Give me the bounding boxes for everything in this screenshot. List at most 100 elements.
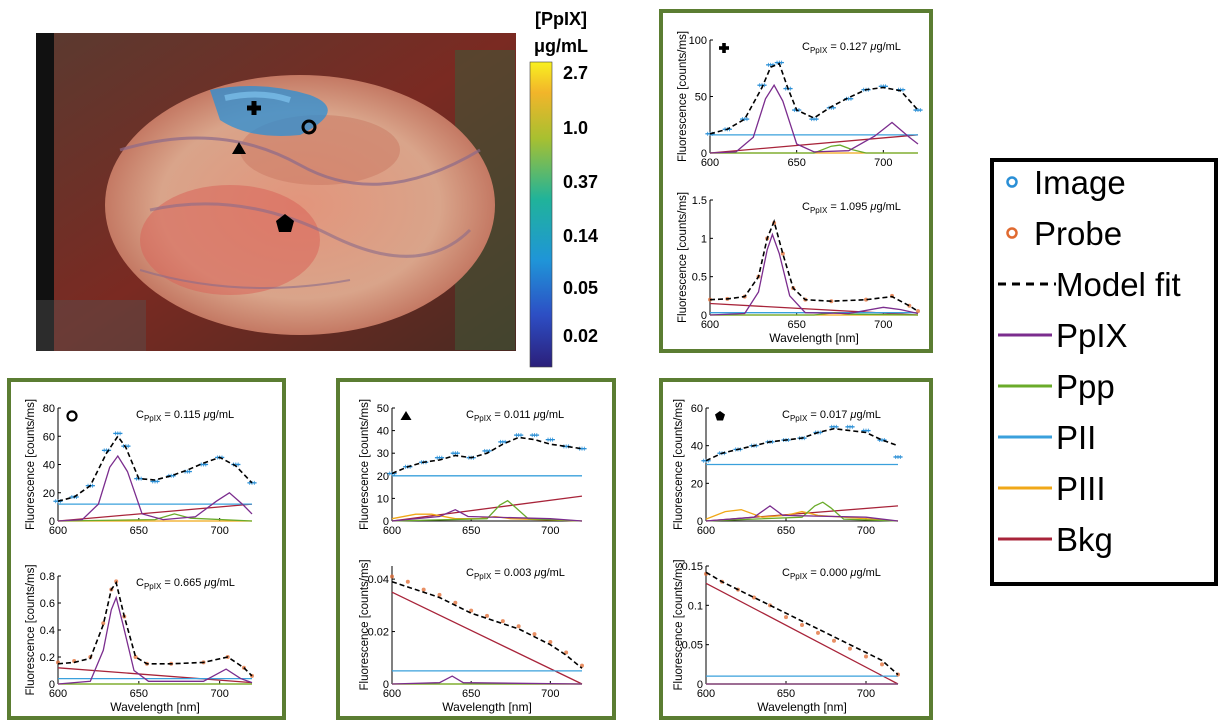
x-tick-label: 650 bbox=[787, 319, 805, 331]
probe-data-point bbox=[816, 630, 820, 635]
y-tick-label: 0 bbox=[697, 679, 703, 691]
probe-data-point bbox=[390, 574, 394, 579]
y-tick-label: 0.6 bbox=[40, 598, 55, 610]
probe-data-point bbox=[500, 619, 505, 624]
probe-data-point bbox=[564, 650, 569, 655]
y-tick-label: 0.04 bbox=[368, 574, 389, 586]
model-fit-line bbox=[57, 434, 253, 502]
component-line-ppix bbox=[57, 595, 253, 685]
x-tick-label: 700 bbox=[541, 525, 559, 537]
y-tick-label: 0 bbox=[701, 310, 707, 322]
component-line-bkg bbox=[391, 591, 583, 685]
y-tick-label: 0 bbox=[383, 679, 389, 691]
concentration-annotation: CPpIX = 0.003 μg/mL bbox=[466, 567, 565, 581]
panel-marker-circle-icon bbox=[66, 410, 78, 422]
y-tick-label: 10 bbox=[377, 493, 389, 505]
legend-label: Bkg bbox=[1056, 521, 1113, 558]
concentration-annotation: CPpIX = 0.011 μg/mL bbox=[466, 409, 564, 423]
x-tick-label: 700 bbox=[857, 688, 875, 700]
legend-marker-icon bbox=[1006, 227, 1018, 239]
colorbar-gradient bbox=[529, 61, 553, 368]
component-line-ppix bbox=[709, 232, 919, 316]
colorbar-tick: 2.7 bbox=[563, 63, 588, 83]
colorbar-title-line1: [PpIX] bbox=[535, 9, 587, 29]
y-tick-label: 0 bbox=[383, 516, 389, 528]
model-fit-line bbox=[709, 219, 919, 312]
probe-data-point bbox=[832, 638, 836, 643]
legend-frame bbox=[990, 158, 1218, 586]
y-tick-label: 0.15 bbox=[682, 561, 703, 573]
y-tick-label: 0.05 bbox=[682, 640, 703, 652]
subplot-circle-probe: 0 0.2 0.4 0.6 0.8 600 650 700 Fluorescence [coun… bbox=[25, 564, 254, 714]
marker-triangle-icon bbox=[232, 142, 246, 154]
legend-item-probe: Probe bbox=[1006, 215, 1122, 252]
x-tick-label: 700 bbox=[874, 157, 892, 169]
y-tick-label: 20 bbox=[691, 478, 703, 490]
panel-frame-pentagon bbox=[659, 378, 933, 720]
legend-item-bkg: Bkg bbox=[998, 521, 1113, 558]
x-tick-label: 600 bbox=[383, 688, 401, 700]
probe-data-point bbox=[101, 621, 106, 626]
x-tick-label: 650 bbox=[777, 688, 795, 700]
y-tick-label: 30 bbox=[377, 448, 389, 460]
model-fit-line bbox=[391, 580, 583, 669]
colorbar-tick: 0.05 bbox=[563, 278, 598, 298]
component-line-ppix bbox=[57, 454, 253, 522]
concentration-annotation: CPpIX = 0.115 μg/mL bbox=[136, 409, 234, 423]
legend-label: PIII bbox=[1056, 470, 1106, 507]
subplot-triangle-image: 0 10 20 30 40 50 600 650 700 Fluorescence [counts… bbox=[359, 399, 587, 537]
concentration-value: 0.000 bbox=[820, 567, 848, 579]
concentration-value: 0.011 bbox=[504, 409, 531, 421]
component-line-ppix bbox=[391, 508, 583, 522]
y-tick-label: 0.4 bbox=[40, 625, 55, 637]
concentration-value: 1.095 bbox=[840, 201, 868, 213]
x-tick-label: 600 bbox=[49, 525, 67, 537]
y-tick-label: 0 bbox=[701, 148, 707, 160]
probe-data-point bbox=[864, 297, 868, 302]
x-tick-label: 700 bbox=[541, 688, 559, 700]
y-axis-label: Fluorescence [counts/ms] bbox=[677, 31, 689, 162]
y-tick-label: 20 bbox=[377, 471, 389, 483]
marker-plus-icon bbox=[247, 101, 261, 115]
y-axis-label: Fluorescence [counts/ms] bbox=[673, 399, 685, 530]
legend-item-pii: PII bbox=[998, 419, 1096, 456]
panel-marker-plus-icon bbox=[722, 43, 726, 53]
probe-data-point bbox=[421, 587, 426, 592]
concentration-annotation: CPpIX = 0.017 μg/mL bbox=[782, 409, 881, 423]
legend-item-piii: PIII bbox=[998, 470, 1106, 507]
colorbar: [PpIX] μg/mL 2.7 1.0 0.37 0.14 0.05 0.02 bbox=[529, 9, 598, 368]
concentration-annotation: CPpIX = 0.000 μg/mL bbox=[782, 567, 881, 581]
y-tick-label: 0.5 bbox=[692, 272, 707, 284]
x-axis-label: Wavelength [nm] bbox=[110, 700, 200, 714]
probe-data-point bbox=[453, 600, 458, 605]
probe-data-point bbox=[437, 592, 442, 597]
y-axis-label: Fluorescence [counts/ms] bbox=[359, 559, 371, 690]
y-axis-label: Fluorescence [counts/ms] bbox=[25, 564, 37, 695]
y-tick-label: 40 bbox=[43, 460, 55, 472]
y-tick-label: 0.2 bbox=[40, 652, 55, 664]
legend-label: Ppp bbox=[1056, 368, 1115, 405]
x-tick-label: 700 bbox=[857, 525, 875, 537]
probe-data-point bbox=[405, 579, 410, 584]
probe-data-point bbox=[784, 615, 788, 620]
model-fit-line bbox=[391, 436, 583, 475]
model-fit-line bbox=[705, 571, 899, 676]
x-tick-label: 600 bbox=[383, 525, 401, 537]
concentration-annotation: CPpIX = 0.127 μg/mL bbox=[802, 41, 901, 55]
colorbar-tick: 1.0 bbox=[563, 118, 588, 138]
y-tick-label: 80 bbox=[43, 403, 55, 415]
probe-data-point bbox=[848, 646, 852, 651]
component-line-ppix bbox=[705, 505, 899, 522]
component-line-bkg bbox=[57, 667, 253, 684]
component-line-piii bbox=[705, 509, 899, 522]
concentration-annotation: CPpIX = 0.665 μg/mL bbox=[136, 577, 235, 591]
y-tick-label: 0 bbox=[49, 516, 55, 528]
probe-data-point bbox=[864, 654, 868, 659]
colorbar-tick: 0.37 bbox=[563, 172, 598, 192]
model-fit-line bbox=[57, 580, 253, 677]
y-tick-label: 0 bbox=[697, 516, 703, 528]
probe-data-point bbox=[532, 632, 537, 637]
legend: Image Probe Model fit PpIX Ppp PII PIII Bkg bbox=[990, 158, 1218, 586]
y-axis-label: Fluorescence [counts/ms] bbox=[677, 192, 689, 323]
